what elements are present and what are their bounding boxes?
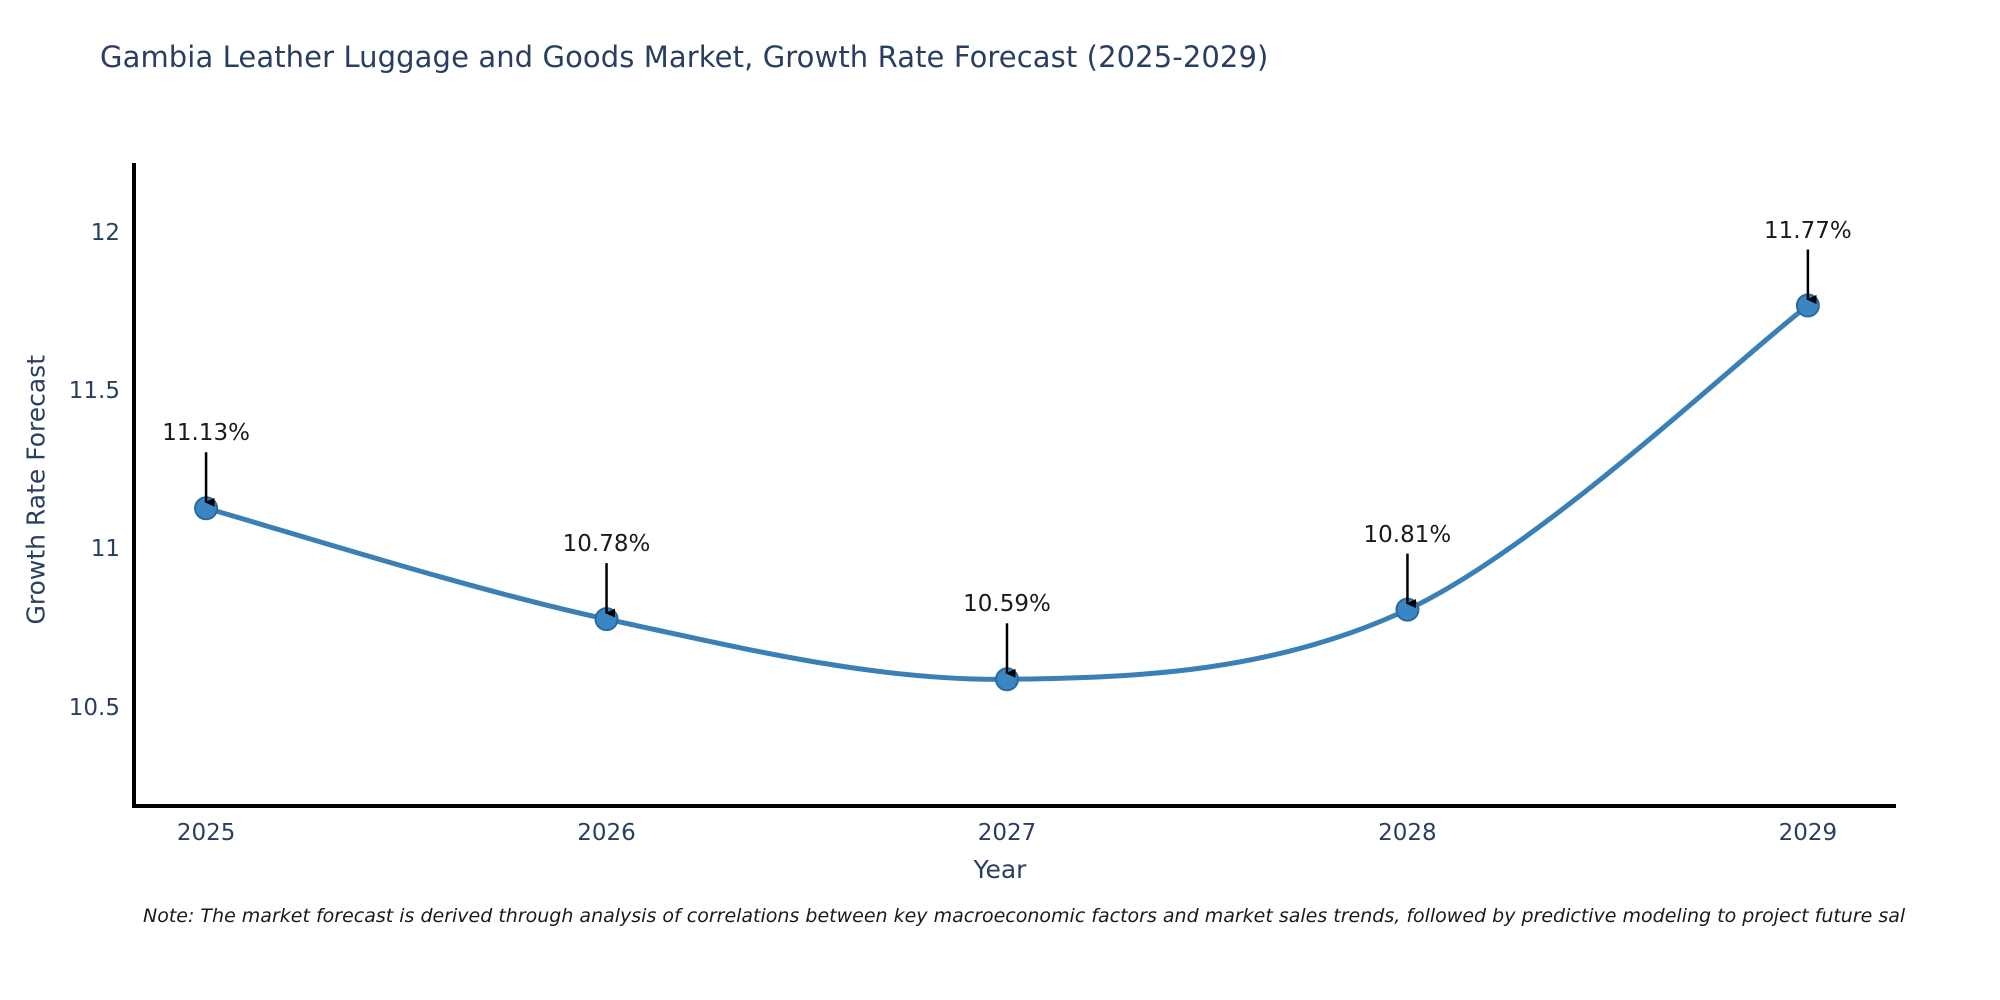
x-axis-tick-label: 2025 — [176, 820, 236, 846]
data-line-series — [203, 303, 1811, 682]
x-axis-tick-label: 2028 — [1378, 820, 1437, 846]
data-point-value-label: 11.77% — [1764, 217, 1852, 244]
data-point-value-label: 10.78% — [562, 531, 651, 558]
x-axis-title: Year — [973, 855, 1027, 884]
x-axis-tick-label: 2026 — [577, 820, 636, 846]
y-axis-tick-label: 11 — [90, 536, 120, 563]
y-axis-tick-label: 10.5 — [68, 694, 120, 721]
data-point-value-label: 11.13% — [162, 420, 250, 447]
y-axis-tick-label: 12 — [90, 219, 120, 246]
y-axis-tick-label: 11.5 — [68, 378, 120, 405]
chart-footnote: Note: The market forecast is derived thr… — [143, 905, 1906, 927]
x-axis-tick-label: 2029 — [1778, 820, 1838, 846]
y-axis-title: Growth Rate Forecast — [21, 355, 51, 625]
data-point-value-label: 10.59% — [963, 591, 1051, 618]
annotation-arrows — [204, 249, 1817, 678]
data-point-value-label: 10.81% — [1363, 521, 1452, 548]
chart-title: Gambia Leather Luggage and Goods Market,… — [100, 40, 1269, 74]
x-axis-tick-label: 2027 — [977, 820, 1037, 846]
